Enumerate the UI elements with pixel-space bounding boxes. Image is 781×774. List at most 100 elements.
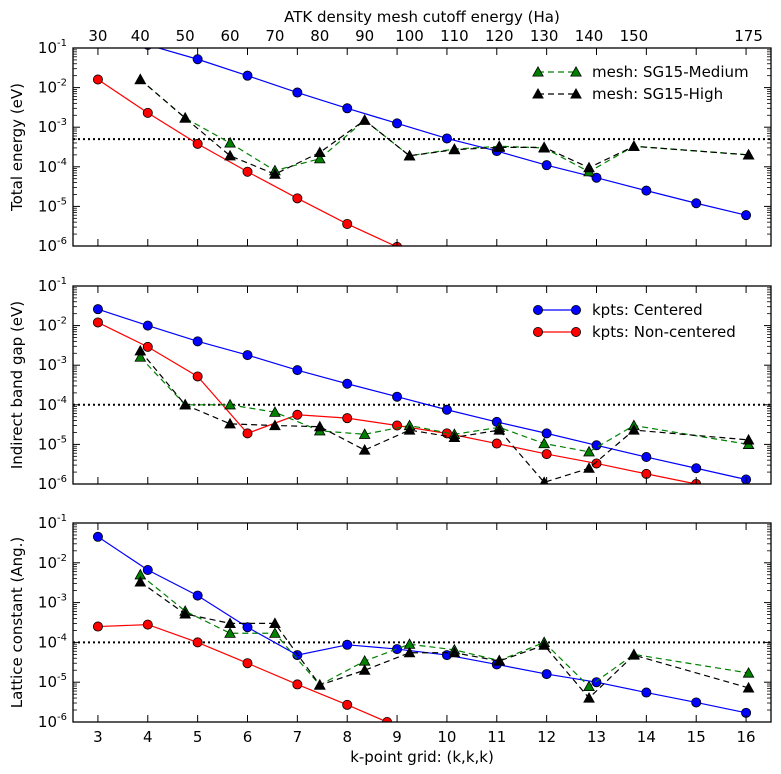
plot-frame-3	[72, 522, 772, 723]
plot-frame-1	[72, 47, 772, 247]
data-point-noncentered-2	[142, 341, 153, 352]
data-point-centered-3	[691, 697, 702, 708]
data-point-medium-3	[742, 667, 755, 678]
data-point-high-2	[179, 398, 192, 410]
data-point-noncentered-2	[541, 449, 552, 460]
data-point-centered-2	[392, 391, 403, 402]
data-point-noncentered-2	[591, 458, 602, 469]
data-point-noncentered-1	[417, 257, 426, 266]
series-line-noncentered-2	[97, 321, 700, 484]
data-point-noncentered-2	[192, 371, 203, 382]
x-tick-label-bottom: 10	[437, 728, 456, 746]
data-point-centered-3	[92, 531, 103, 542]
y-tick-label: 10-5	[38, 434, 67, 453]
data-point-medium-3	[583, 680, 595, 692]
legend-marker-medium	[570, 65, 582, 77]
x-tick-label-bottom: 11	[487, 728, 506, 746]
y-tick-label: 10-4	[38, 632, 67, 651]
data-point-centered-1	[741, 210, 752, 221]
x-tick-label-top: 60	[221, 27, 240, 45]
data-point-high-1	[313, 146, 326, 158]
data-point-high-2	[628, 424, 640, 435]
y-tick-label: 10-2	[38, 78, 67, 97]
data-point-noncentered-2	[491, 438, 502, 449]
data-point-medium-1	[224, 136, 236, 148]
data-point-high-1	[269, 168, 281, 179]
data-point-noncentered-2	[292, 409, 303, 420]
data-point-high-2	[448, 431, 461, 442]
y-tick-label: 10-2	[38, 553, 67, 572]
data-point-centered-3	[142, 564, 153, 575]
panel-1: 10-1 10-2 10-3 10-4 10-5 10-6 30 40 50 60 70 80 90 10…	[8, 27, 772, 266]
top-x-axis-label: ATK density mesh cutoff energy (Ha)	[284, 8, 560, 26]
data-point-centered-1	[392, 118, 403, 129]
data-point-medium-2	[358, 428, 371, 439]
y-tick-label: 10-1	[38, 276, 67, 295]
x-tick-label-bottom: 5	[193, 728, 203, 746]
data-point-centered-2	[192, 336, 203, 347]
data-point-high-3	[403, 646, 416, 658]
data-point-centered-3	[392, 644, 403, 655]
data-point-high-2	[358, 444, 371, 455]
legend-label-medium: mesh: SG15-Medium	[592, 63, 749, 81]
data-point-noncentered-3	[242, 658, 253, 669]
plot-frame-2	[72, 285, 772, 485]
legend-2: kpts: Centered kpts: Non-centered	[533, 301, 736, 341]
series-line-high-2	[139, 350, 749, 484]
data-point-high-3	[538, 639, 551, 650]
data-point-high-2	[742, 433, 755, 445]
data-point-medium-1	[313, 152, 326, 164]
data-point-medium-2	[224, 398, 236, 410]
data-point-centered-3	[242, 622, 253, 633]
series-group-2	[92, 304, 755, 484]
data-point-medium-2	[134, 351, 147, 362]
data-point-high-1	[179, 112, 192, 123]
x-tick-label-top: 140	[575, 27, 604, 45]
legend-label-noncentered: kpts: Non-centered	[592, 323, 736, 341]
x-tick-label-top: 100	[395, 27, 424, 45]
series-line-centered-2	[97, 308, 747, 481]
data-point-high-1	[224, 149, 236, 161]
x-tick-label-bottom: 12	[537, 728, 556, 746]
legend-marker-centered	[533, 304, 544, 315]
series-group-3	[92, 531, 755, 722]
data-point-high-1	[134, 73, 147, 85]
data-point-high-3	[358, 664, 371, 675]
y-axis-label-3: Lattice constant (Ang.)	[8, 537, 26, 708]
data-point-centered-1	[541, 160, 552, 171]
data-point-centered-1	[342, 103, 353, 114]
y-tick-label: 10-6	[38, 712, 67, 731]
x-tick-label-bottom: 16	[737, 728, 756, 746]
data-point-high-1	[583, 161, 595, 173]
legend-marker-high	[532, 87, 544, 99]
panel-2: 10-1 10-2 10-3 10-4 10-5 10-6 Indirect band ga…	[8, 276, 772, 493]
x-tick-label-top: 150	[620, 27, 649, 45]
data-point-medium-3	[269, 627, 281, 638]
x-tick-label-bottom: 14	[637, 728, 656, 746]
data-point-high-2	[493, 424, 506, 435]
data-point-noncentered-1	[342, 218, 353, 229]
data-point-high-3	[179, 607, 192, 619]
legend-1: mesh: SG15-Medium mesh: SG15-High	[532, 63, 749, 103]
data-point-centered-1	[242, 70, 253, 81]
y-tick-label: 10-5	[38, 672, 67, 691]
data-point-centered-2	[641, 452, 652, 463]
data-point-noncentered-3	[292, 679, 303, 690]
x-tick-label-top: 90	[355, 27, 374, 45]
data-point-high-1	[493, 141, 506, 152]
data-point-high-2	[269, 419, 281, 431]
data-point-high-3	[134, 575, 147, 587]
data-point-medium-2	[538, 437, 551, 449]
data-point-high-2	[224, 417, 236, 429]
data-point-noncentered-1	[192, 138, 203, 149]
legend-marker-medium	[532, 65, 544, 77]
data-point-centered-1	[292, 87, 303, 98]
legend-marker-centered	[571, 304, 582, 315]
data-point-high-3	[493, 655, 506, 666]
x-tick-label-top: 110	[440, 27, 469, 45]
data-point-noncentered-2	[392, 420, 403, 431]
data-point-high-3	[742, 681, 755, 693]
y-tick-label: 10-6	[38, 236, 67, 255]
y-tick-label: 10-4	[38, 157, 67, 176]
y-tick-label: 10-5	[38, 196, 67, 215]
